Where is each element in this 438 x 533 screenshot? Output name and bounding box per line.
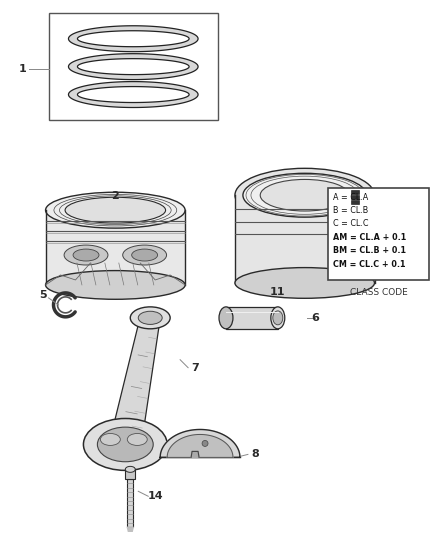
Ellipse shape [130,307,170,329]
Bar [125,470,135,479]
PathPatch shape [68,54,198,79]
Ellipse shape [271,307,285,329]
Text: CLASS CODE: CLASS CODE [350,288,407,297]
Bar [351,200,359,204]
Polygon shape [110,316,160,448]
Ellipse shape [83,418,167,471]
Bar [226,307,278,329]
Polygon shape [46,210,185,285]
Text: 7: 7 [191,362,199,373]
Ellipse shape [125,466,135,472]
Text: B = CL.B: B = CL.B [332,206,368,215]
Ellipse shape [219,307,233,329]
Text: C = CL.C: C = CL.C [332,220,368,229]
Ellipse shape [273,311,283,325]
Text: CM = CL.C + 0.1: CM = CL.C + 0.1 [332,260,405,269]
Polygon shape [167,434,233,457]
Ellipse shape [64,245,108,265]
Ellipse shape [260,180,349,211]
Text: 2: 2 [111,191,119,201]
Ellipse shape [100,433,120,446]
Ellipse shape [97,427,153,462]
Ellipse shape [46,271,185,300]
Bar [328,188,429,280]
Ellipse shape [65,197,166,223]
Text: BM = CL.B + 0.1: BM = CL.B + 0.1 [332,246,406,255]
Polygon shape [127,527,133,533]
Ellipse shape [132,249,158,261]
PathPatch shape [68,82,198,108]
Bar [351,195,359,199]
Ellipse shape [138,311,162,325]
Polygon shape [235,195,374,283]
Bar [49,13,218,120]
Ellipse shape [73,249,99,261]
Text: 14: 14 [148,491,163,501]
Ellipse shape [46,192,185,228]
Text: 1: 1 [19,63,27,74]
Ellipse shape [243,173,367,217]
Ellipse shape [123,245,166,265]
Polygon shape [160,430,240,457]
Text: 5: 5 [39,290,46,300]
Bar [127,479,133,527]
Ellipse shape [235,268,374,298]
Ellipse shape [202,440,208,447]
PathPatch shape [68,26,198,52]
Text: 11: 11 [270,287,286,297]
Bar [351,190,359,194]
Text: AM = CL.A + 0.1: AM = CL.A + 0.1 [332,233,406,242]
Polygon shape [191,451,199,457]
Text: 6: 6 [311,313,318,323]
Text: 8: 8 [251,449,259,459]
Ellipse shape [127,433,147,446]
Text: A = CL.A: A = CL.A [332,192,368,201]
Ellipse shape [235,168,374,222]
